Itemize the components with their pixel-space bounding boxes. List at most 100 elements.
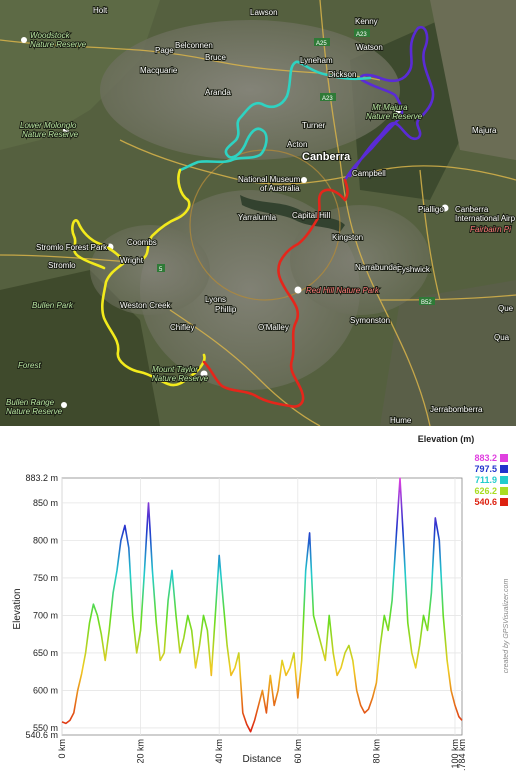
place-watson: Watson [356, 43, 383, 52]
place-majura: Majura [472, 126, 497, 135]
y-tick-label: 600 m [33, 685, 58, 695]
legend-swatch [500, 498, 508, 506]
place-coombs: Coombs [127, 238, 157, 247]
place-stromlo: Stromlo [48, 261, 76, 270]
place-museum-2: of Australia [260, 184, 300, 193]
roads [0, 0, 516, 426]
y-max-label: 883.2 m [25, 473, 58, 483]
place-lyons: Lyons [205, 295, 226, 304]
park-forest: Forest [18, 361, 41, 370]
park-woodstock-1: Woodstock [30, 31, 71, 40]
marker-airport [441, 204, 449, 212]
place-capitalhill: Capital Hill [292, 211, 330, 220]
map-canvas: Holt Lawson Kenny Page Belconnen Bruce L… [0, 0, 516, 426]
y-axis-title: Elevation [12, 588, 23, 629]
place-campbell: Campbell [352, 169, 386, 178]
park-redhill: Red Hill Nature Park [306, 286, 380, 295]
legend-swatch [500, 487, 508, 495]
place-belconnen: Belconnen [175, 41, 213, 50]
y-tick-label: 800 m [33, 535, 58, 545]
terrain-patch-se [380, 280, 516, 426]
place-macquarie: Macquarie [140, 66, 178, 75]
place-chifley: Chifley [170, 323, 194, 332]
elevation-chart-svg: 550 m 600 m 650 m 700 m 750 m 800 m 850 m 883.2… [12, 434, 510, 776]
park-molonglo-2: Nature Reserve [22, 130, 79, 139]
legend-swatch [500, 476, 508, 484]
place-lyneham: Lyneham [300, 56, 333, 65]
place-stromlo-fp: Stromlo Forest Park [36, 243, 108, 252]
marker-majura [394, 106, 402, 114]
legend-value: 626.2 [474, 486, 497, 496]
place-canberra: Canberra [302, 151, 351, 163]
terrain-patch-nw [0, 0, 160, 150]
marker-bullenrange [61, 402, 67, 408]
track-cyan [178, 60, 372, 172]
lake-burley-griffin [240, 195, 345, 232]
place-fyshwick: Fyshwick [397, 265, 431, 274]
legend-value: 540.6 [474, 497, 497, 507]
place-acton: Acton [287, 140, 307, 149]
park-fairbairn: Fairbairn Pi [470, 225, 511, 234]
place-page: Page [155, 46, 174, 55]
legend-title: Elevation (m) [418, 434, 475, 444]
park-woodstock-2: Nature Reserve [30, 40, 87, 49]
road-a23b: A23 [322, 96, 333, 102]
elevation-profile: 550 m 600 m 650 m 700 m 750 m 800 m 850 m 883.2… [0, 426, 516, 776]
place-narrabundah: Narrabundah [355, 263, 402, 272]
track-red [202, 178, 349, 408]
park-taylor-1: Mount Taylor [152, 365, 198, 374]
place-lawson: Lawson [250, 8, 278, 17]
marker-museum [301, 177, 307, 183]
road-a25: A25 [316, 41, 327, 47]
park-majura-1: Mt Majura [372, 103, 408, 112]
place-turner: Turner [302, 121, 326, 130]
terrain-patch-sw [0, 270, 160, 426]
x-tick-label: 0 km [57, 739, 67, 759]
elevation-line [61, 477, 463, 733]
place-symonston: Symonston [350, 316, 390, 325]
y-tick-label: 550 m [33, 723, 58, 733]
legend-swatch [500, 454, 508, 462]
track-purple [343, 25, 435, 182]
park-bullen: Bullen Park [32, 301, 74, 310]
urban-weston [90, 225, 210, 315]
shield-a23a [354, 29, 370, 37]
place-qua: Qua [494, 333, 510, 342]
park-bullenrange-1: Bullen Range [6, 398, 55, 407]
place-airport-1: Canberra [455, 205, 489, 214]
park-taylor-2: Nature Reserve [152, 374, 209, 383]
y-tick-label: 650 m [33, 648, 58, 658]
legend-value: 797.5 [474, 464, 497, 474]
place-bruce: Bruce [205, 53, 226, 62]
legend-value: 883.2 [474, 453, 497, 463]
park-molonglo-1: Lower Molonglo [20, 121, 77, 130]
road-5: 5 [159, 267, 163, 273]
place-holt: Holt [93, 6, 108, 15]
place-que: Que [498, 304, 514, 313]
x-tick-label: 100 km [450, 739, 460, 769]
park-bullenrange-2: Nature Reserve [6, 407, 63, 416]
place-museum-1: National Museum [238, 175, 301, 184]
y-min-label: 540.6 m [25, 730, 58, 740]
terrain-patch-ne [430, 0, 516, 160]
marker-taylor [200, 370, 208, 378]
marker-woodstock [21, 37, 27, 43]
road-b52: B52 [421, 300, 432, 306]
credit-text: created by GPSVisualizer.com [503, 579, 510, 674]
place-yarralumla: Yarralumla [238, 213, 277, 222]
place-aranda: Aranda [205, 88, 231, 97]
x-tick-label: 40 km [214, 739, 224, 764]
shield-a25 [314, 38, 330, 46]
road-a23a: A23 [356, 32, 367, 38]
place-hume: Hume [390, 416, 412, 425]
place-pialligo: Pialligo [418, 205, 444, 214]
y-tick-label: 750 m [33, 573, 58, 583]
shield-b52 [419, 297, 435, 305]
place-wright: Wright [120, 256, 144, 265]
route-tracks [71, 25, 435, 408]
satellite-map[interactable]: Holt Lawson Kenny Page Belconnen Bruce L… [0, 0, 516, 426]
place-dickson: Dickson [328, 70, 356, 79]
x-tick-label: 20 km [136, 739, 146, 764]
y-tick-label: 700 m [33, 610, 58, 620]
